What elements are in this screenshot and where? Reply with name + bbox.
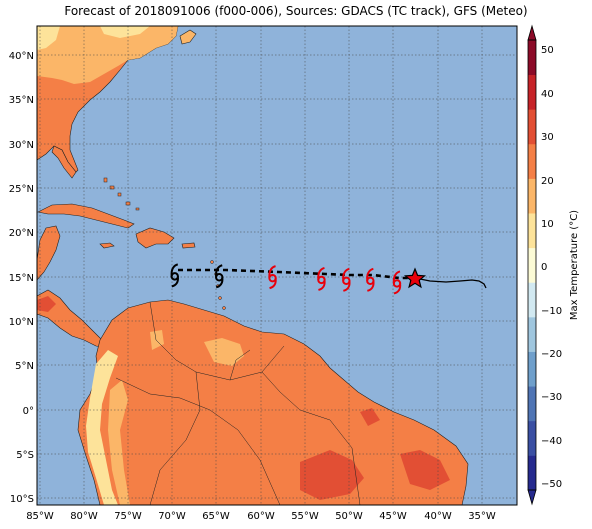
lat-tick-label: 5°S	[16, 450, 34, 461]
lon-tick-label: 60°W	[247, 511, 275, 522]
land-puerto-rico	[181, 242, 196, 249]
land-mexico	[37, 225, 61, 281]
land-hispaniola	[135, 227, 175, 249]
colorbar-segment	[528, 247, 536, 283]
colorbar-tick-label: −20	[541, 349, 562, 360]
colorbar-segment	[528, 282, 536, 318]
colorbar-min-arrow	[527, 489, 537, 506]
colorbar-segment	[528, 143, 536, 179]
land-jamaica	[99, 242, 115, 249]
colorbar-label: Max Temperature (°C)	[569, 210, 580, 320]
land-florida	[51, 145, 77, 179]
lon-tick-label: 45°W	[379, 511, 407, 522]
colorbar-segment	[528, 178, 536, 214]
land-andes-warm	[108, 380, 130, 505]
colorbar-segment	[528, 316, 536, 352]
lon-tick-label: 70°W	[158, 511, 186, 522]
colorbar-tick-label: −40	[541, 436, 562, 447]
colorbar-segment	[528, 455, 536, 491]
hurricane-symbol-icon	[215, 264, 224, 289]
lon-tick-labels: 85°W 80°W 75°W 70°W 65°W 60°W 55°W 50°W …	[26, 511, 496, 522]
colorbar-segment	[528, 386, 536, 422]
colorbar-tick-label: −50	[541, 479, 562, 490]
lat-tick-label: 0°	[23, 406, 34, 417]
lat-tick-label: 5°N	[15, 361, 34, 372]
colorbar-max-arrow	[527, 24, 537, 41]
land-north-light	[100, 26, 150, 38]
land-amazon-hot	[300, 450, 364, 500]
past-track-line	[414, 277, 487, 289]
lat-tick-labels: 10°S 5°S 0° 5°N 10°N 15°N 20°N 25°N 30°N…	[9, 51, 34, 505]
colorbar-tick-label: −30	[541, 392, 562, 403]
colorbar-tick-label: 40	[541, 89, 554, 100]
lon-tick-label: 80°W	[70, 511, 98, 522]
lat-tick-label: 15°N	[9, 273, 34, 284]
colorbar-tick-label: 0	[541, 262, 547, 273]
colorbar-tick-label: 50	[541, 45, 554, 56]
lat-tick-label: 35°N	[9, 95, 34, 106]
map-title: Forecast of 2018091006 (f000-006), Sourc…	[64, 4, 528, 18]
land-andes	[86, 350, 118, 505]
hurricane-symbol-icon	[170, 263, 179, 288]
hurricane-symbol-icon	[342, 267, 351, 292]
graticule	[37, 26, 517, 505]
land-highlands	[204, 338, 244, 366]
colorbar-segment	[528, 213, 536, 249]
colorbar-tick-label: 30	[541, 132, 554, 143]
lon-tick-label: 35°W	[468, 511, 496, 522]
lat-tick-label: 25°N	[9, 184, 34, 195]
hurricane-symbol-icon	[366, 267, 375, 292]
lat-tick-label: 30°N	[9, 140, 34, 151]
land-highlands-2	[150, 330, 164, 350]
lon-tick-label: 50°W	[335, 511, 363, 522]
lon-tick-label: 40°W	[424, 511, 452, 522]
hurricane-symbol-icon	[392, 270, 402, 295]
hurricane-symbol-icon	[317, 266, 326, 291]
land-central-america-warm	[37, 296, 56, 312]
lat-tick-label: 10°N	[9, 317, 34, 328]
land-amazon-hot-3	[360, 408, 380, 426]
colorbar: −50 −40 −30 −20 −10 0 10 20 30 40 50 Max…	[527, 24, 580, 506]
land-nova-scotia	[179, 29, 197, 45]
land-amazon-hot-2	[400, 450, 450, 490]
colorbar-segment	[528, 109, 536, 145]
colorbar-tick-label: −10	[541, 306, 562, 317]
lon-tick-label: 85°W	[26, 511, 54, 522]
land-cuba	[37, 203, 135, 229]
colorbar-segment	[528, 40, 536, 76]
storm-symbols	[170, 263, 402, 295]
land-north-cooler	[37, 26, 60, 50]
lon-tick-label: 55°W	[291, 511, 319, 522]
map-frame	[36, 25, 518, 506]
lon-tick-label: 75°W	[114, 511, 142, 522]
colorbar-segment	[528, 74, 536, 110]
lon-tick-label: 65°W	[202, 511, 230, 522]
lat-tick-label: 40°N	[9, 51, 34, 62]
colorbar-segment	[528, 420, 536, 456]
colorbar-tick-label: 10	[541, 219, 554, 230]
colorbar-frame	[527, 39, 537, 491]
lat-tick-label: 20°N	[9, 228, 34, 239]
colorbar-segment	[528, 351, 536, 387]
land-bahamas	[103, 177, 140, 211]
colorbar-tick-labels: −50 −40 −30 −20 −10 0 10 20 30 40 50	[541, 45, 562, 490]
colorbar-tick-label: 20	[541, 176, 554, 187]
current-position-star	[403, 267, 427, 289]
hurricane-symbol-icon	[268, 265, 277, 290]
lat-tick-label: 10°S	[10, 494, 34, 505]
